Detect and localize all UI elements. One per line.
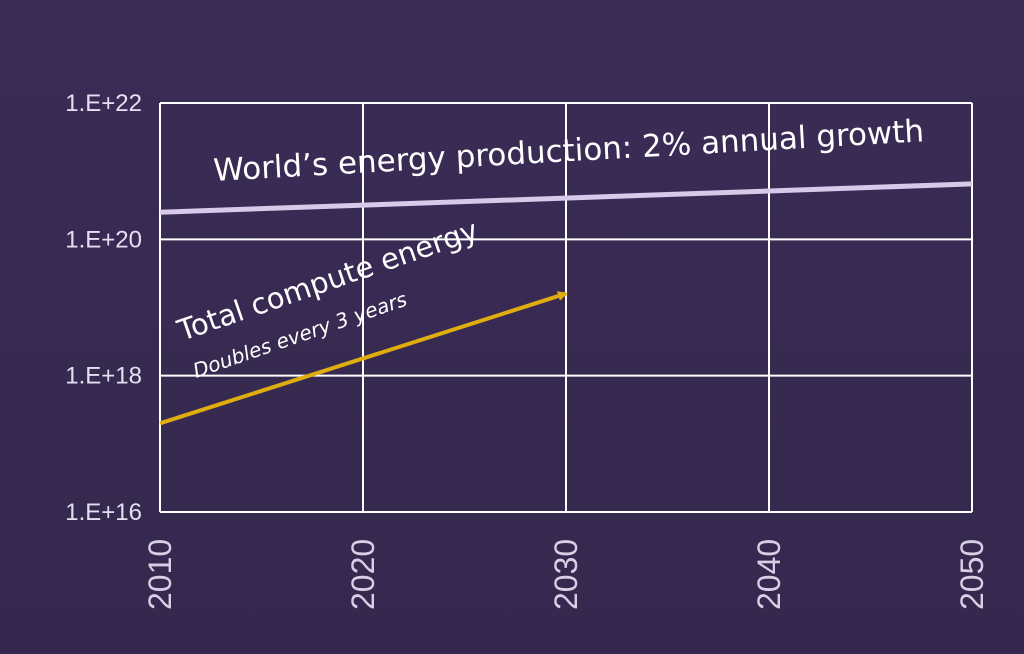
y-tick-label-1.E+22: 1.E+22 [65, 90, 142, 117]
energy-annotation: World’s energy production: 2% annual gro… [212, 113, 925, 189]
grid [159, 102, 973, 513]
annotations: World’s energy production: 2% annual gro… [172, 113, 925, 382]
series-layer [159, 181, 973, 426]
energy-series-line [159, 181, 973, 215]
x-tick-label-2010: 2010 [142, 539, 178, 610]
x-tick-label-2050: 2050 [954, 539, 990, 610]
x-tick-label-2020: 2020 [345, 539, 381, 610]
y-tick-label-1.E+16: 1.E+16 [65, 499, 142, 526]
x-tick-label-2040: 2040 [751, 539, 787, 610]
y-tick-label-1.E+18: 1.E+18 [65, 363, 142, 390]
y-tick-label-1.E+20: 1.E+20 [65, 226, 142, 253]
tick-labels: 2010 2020 2030 2040 2050 1.E+16 1.E+18 1.E+20 1.… [65, 90, 990, 610]
x-tick-label-2030: 2030 [548, 539, 584, 610]
compute-series-line [159, 291, 568, 426]
